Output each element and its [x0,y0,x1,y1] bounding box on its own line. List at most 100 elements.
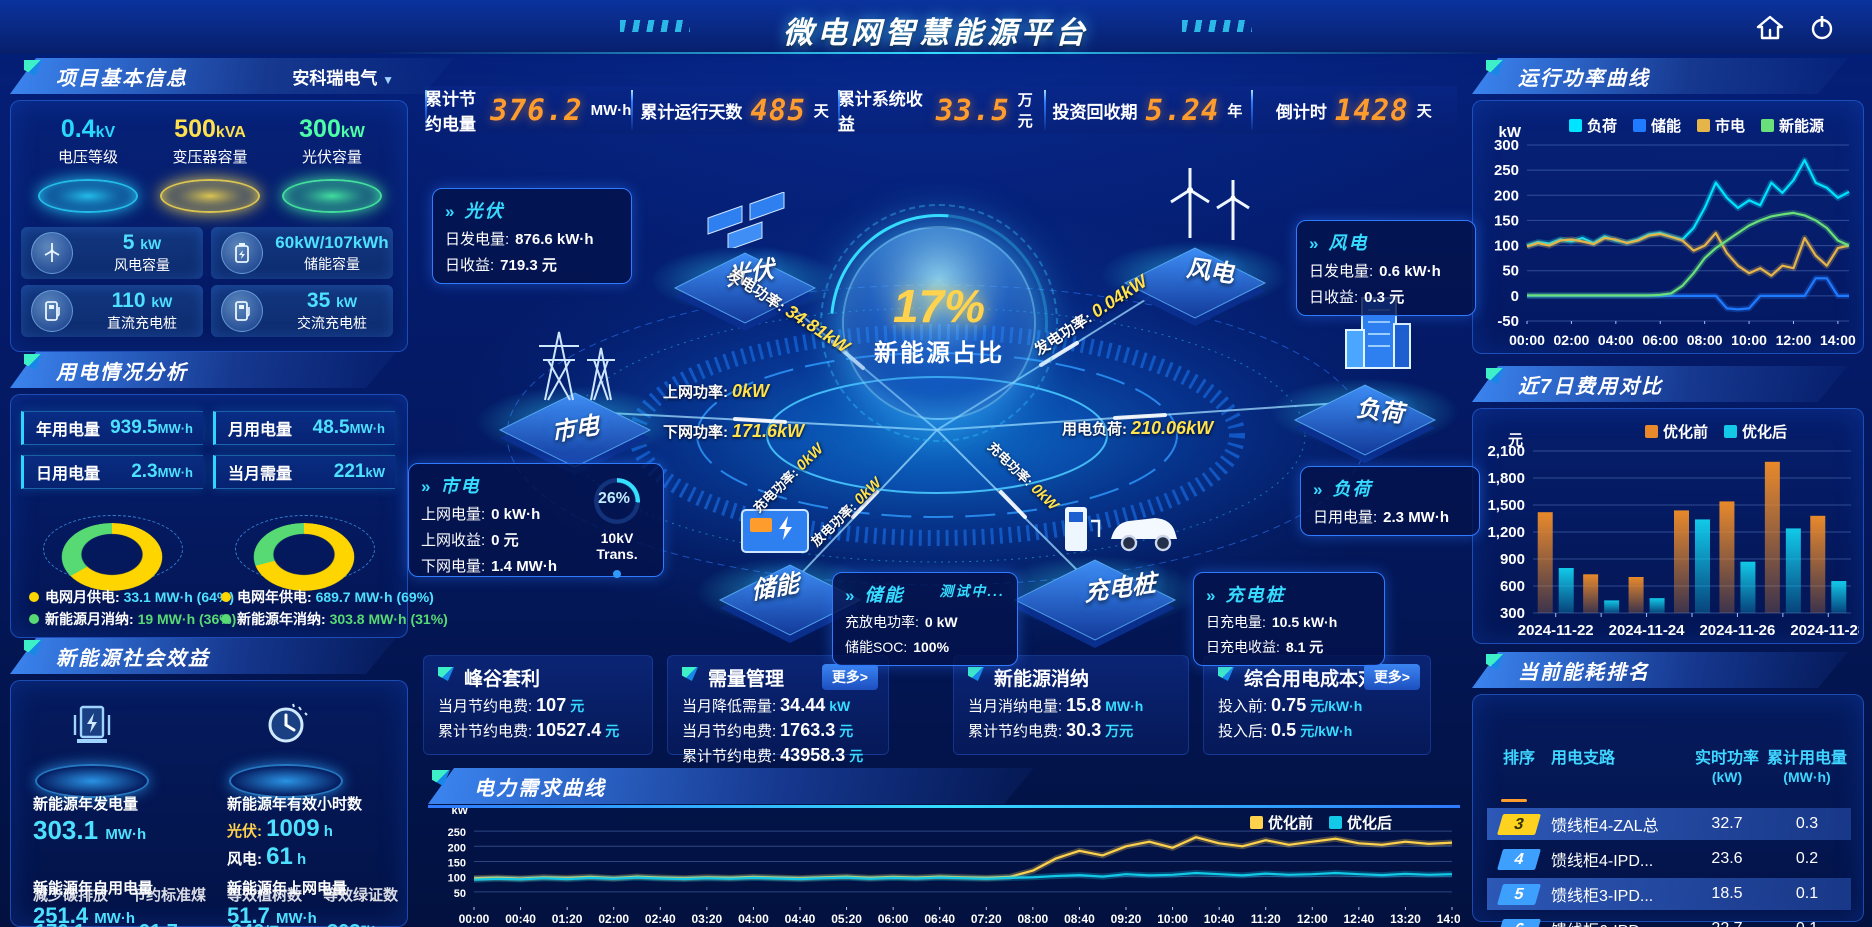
svg-text:2024-11-24: 2024-11-24 [1609,622,1686,639]
benefit-generation-value: 303.1 MW·h [33,815,147,845]
panel-usage-analysis: 用电情况分析 年用电量 939.5MW·h 月用电量 48.5MW·h 日用电量 2.… [10,352,448,638]
benefit-selfuse-label: 新能源年自用电量 [33,880,154,897]
svg-text:06:00: 06:00 [1642,332,1678,348]
stat-row: 当月节约电费: 1763.3 元 [682,720,854,740]
node-pv: 光伏 [680,191,820,291]
wind-turbine-icon [31,232,73,274]
wind-turbines-icon [1170,168,1250,240]
arrow-icon: » [421,477,433,496]
transformer-ring [594,478,640,524]
battery-icon [221,232,263,274]
svg-text:04:00: 04:00 [1598,332,1634,348]
panel-project-info-header: 项目基本信息 [10,58,454,94]
glow-base [35,764,149,798]
svg-text:200: 200 [1494,187,1519,204]
svg-text:2024-11-28: 2024-11-28 [1790,622,1859,639]
kpi-payback: 投资回收期 5.24 年 [1044,86,1250,134]
legend-grid-year: 电网年供电: 689.7 MW·h (69%) [221,587,434,607]
transformer-pct: 26% [597,490,631,507]
solar-lightning-icon [73,705,111,743]
node-wind: 风电 [1135,160,1285,288]
table-accent-dash [1501,799,1527,802]
donut-year-supply [229,499,379,599]
capacity-card-wind: 5 kW 风电容量 [21,227,203,279]
renewable-share-value: 17% [892,279,986,332]
arrow-icon: » [445,202,457,221]
demand-line-chart: 50 100 150 200 250 kW 00:00 00:40 01:20 02:00 02:4… [432,805,1468,927]
more-button[interactable]: 更多> [1363,664,1420,690]
renewable-share-orb: 17% 新能源占比 [820,204,1058,442]
panel-ranking-header: 当前能耗排名 [1472,652,1848,688]
panel-usage-body: 年用电量 939.5MW·h 月用电量 48.5MW·h 日用电量 2.3MW·h 当… [10,394,448,638]
legend-item[interactable]: 市电 [1697,115,1745,136]
transmission-tower-icon [539,331,615,401]
legend-renewable-year: 新能源年消纳: 303.8 MW·h (31%) [221,609,448,629]
svg-text:12:40: 12:40 [1344,912,1375,926]
legend-item[interactable]: 优化后 [1329,812,1392,833]
legend-item[interactable]: 负荷 [1569,115,1617,136]
svg-text:10:40: 10:40 [1204,912,1235,926]
kpi-revenue: 累计系统收益 33.5 万元 [837,86,1044,134]
card-peak-valley-arbitrage: 峰谷套利 当月节约电费: 107 元累计节约电费: 10527.4 元 [423,655,653,755]
glow-base [229,764,343,798]
benefit-trees-value: 240棵 [231,921,279,927]
svg-text:100: 100 [448,873,466,885]
svg-text:02:00: 02:00 [1554,332,1590,348]
svg-text:05:20: 05:20 [831,912,862,926]
panel-benefit-body: 新能源年发电量 303.1 MW·h 新能源年有效小时数 光伏: 1009 h … [10,680,408,927]
stat-row: 当月节约电费: 107 元 [438,695,585,715]
flow-load-power: 用电负荷: 210.06kW [1062,418,1214,438]
svg-text:10:00: 10:00 [1731,332,1767,348]
pedestal-transformer: 500kVA 变压器容量 [147,115,273,213]
table-row[interactable]: 4 馈线柜4-IPD... 23.6 0.2 [1487,843,1851,875]
svg-text:元: 元 [1508,432,1523,449]
legend-item[interactable]: 新能源 [1761,115,1824,136]
svg-text:04:00: 04:00 [738,912,769,926]
flow-grid-import-power: 下网功率: 171.6kW [663,421,805,441]
legend-item[interactable]: 储能 [1633,115,1681,136]
table-row[interactable]: 5 馈线柜3-IPD... 18.5 0.1 [1487,878,1851,910]
legend-item[interactable]: 优化后 [1724,421,1787,442]
svg-text:250: 250 [448,827,466,839]
svg-text:100: 100 [1494,238,1519,255]
page-title: 微电网智慧能源平台 [783,17,1089,50]
panel-power-header: 运行功率曲线 [1472,58,1848,94]
table-row[interactable]: 6 馈线柜6-IPD22.70.1 [1487,913,1851,927]
svg-text:1,800: 1,800 [1487,470,1525,487]
company-select[interactable]: 安科瑞电气 ▼ [292,64,394,89]
company-select-value: 安科瑞电气 [292,69,378,88]
svg-text:250: 250 [1494,162,1519,179]
legend-item[interactable]: 优化前 [1250,812,1313,833]
column-header: 累计用电量 (MW·h) [1766,750,1847,785]
glow-ring [160,179,260,213]
panel-project-info-body: 0.4kV 电压等级 500kVA 变压器容量 300kW 光伏容量 5 kW 风… [10,100,408,352]
svg-text:03:20: 03:20 [692,912,723,926]
cost-bar-chart: 300 600 900 1,200 1,500 1,800 2,100 元 2024-11-22… [1477,411,1866,639]
svg-text:200: 200 [448,842,466,854]
kpi-saved-energy: 累计节约电量 376.2 MW·h [425,86,631,134]
infobox-load: » 负荷 日用电量: 2.3 MW·h [1300,466,1480,536]
svg-text:14:00: 14:00 [1820,332,1856,348]
home-icon[interactable] [1754,12,1786,44]
panel-cost-header: 近7日费用对比 [1472,366,1848,402]
benefit-co2-value: 176.1 t [35,921,96,927]
svg-text:04:40: 04:40 [785,912,816,926]
stat-month-usage: 月用电量 48.5MW·h [213,411,395,445]
carousel-dot[interactable] [613,570,621,578]
svg-text:02:00: 02:00 [598,912,629,926]
benefit-generation-icon [27,699,157,798]
node-storage: 储能 [705,500,845,605]
svg-text:1,500: 1,500 [1487,497,1525,514]
panel-title: 项目基本信息 [56,67,188,90]
panel-project-info: 项目基本信息 安科瑞电气 ▼ 0.4kV 电压等级 500kVA 变压器容量 3… [10,58,408,352]
legend-renewable-month: 新能源月消纳: 19 MW·h (36%) [29,609,236,629]
more-button[interactable]: 更多> [821,664,878,690]
stat-row: 当月降低需量: 34.44 kW [682,695,851,715]
donut-month-supply [37,499,187,599]
table-row[interactable]: 3 馈线柜4-ZAL总 32.7 0.3 [1487,808,1851,840]
svg-text:50: 50 [1502,263,1519,280]
panel-title: 电力需求曲线 [474,777,606,800]
legend-item[interactable]: 优化前 [1645,421,1708,442]
power-icon[interactable] [1806,12,1838,44]
charger-icon [31,290,73,332]
